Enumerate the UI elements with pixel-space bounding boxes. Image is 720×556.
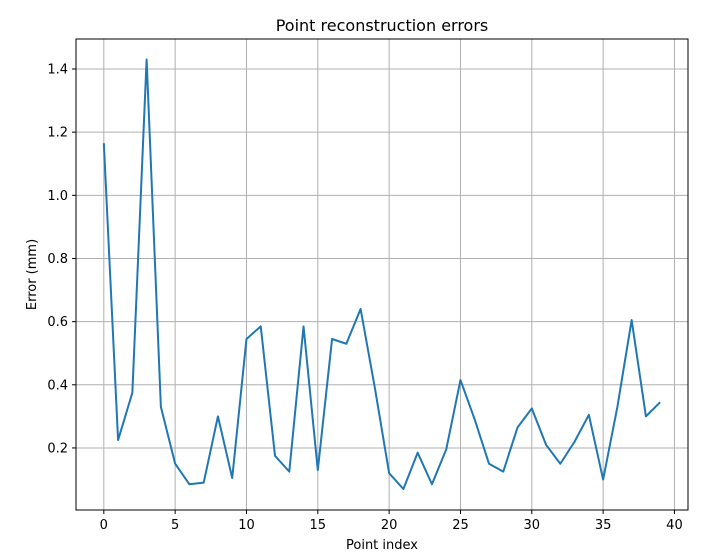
x-tick-label: 5 xyxy=(171,518,179,533)
x-tick-label: 15 xyxy=(310,518,327,533)
x-tick-label: 25 xyxy=(452,518,469,533)
y-axis-ticks: 0.2 0.4 0.6 0.8 1.0 1.2 1.4 xyxy=(47,63,76,456)
series-line xyxy=(102,58,661,490)
x-tick-label: 0 xyxy=(100,518,108,533)
y-tick-label: 0.2 xyxy=(47,441,68,456)
x-axis-label: Point index xyxy=(346,538,418,553)
x-tick-label: 10 xyxy=(238,518,255,533)
x-tick-label: 20 xyxy=(381,518,398,533)
x-tick-label: 40 xyxy=(666,518,683,533)
y-tick-label: 1.4 xyxy=(47,63,68,78)
x-tick-label: 30 xyxy=(524,518,541,533)
y-tick-label: 1.2 xyxy=(47,126,68,141)
y-tick-label: 0.8 xyxy=(47,252,68,267)
x-tick-label: 35 xyxy=(595,518,612,533)
y-tick-label: 0.4 xyxy=(47,378,68,393)
grid xyxy=(76,39,688,510)
y-tick-label: 0.6 xyxy=(47,315,68,330)
plot-frame xyxy=(75,38,689,511)
y-axis-label: Error (mm) xyxy=(25,239,40,310)
x-axis-ticks: 0 5 10 15 20 25 30 35 40 xyxy=(100,510,683,533)
y-tick-label: 1.0 xyxy=(47,189,68,204)
chart-title: Point reconstruction errors xyxy=(276,16,489,35)
